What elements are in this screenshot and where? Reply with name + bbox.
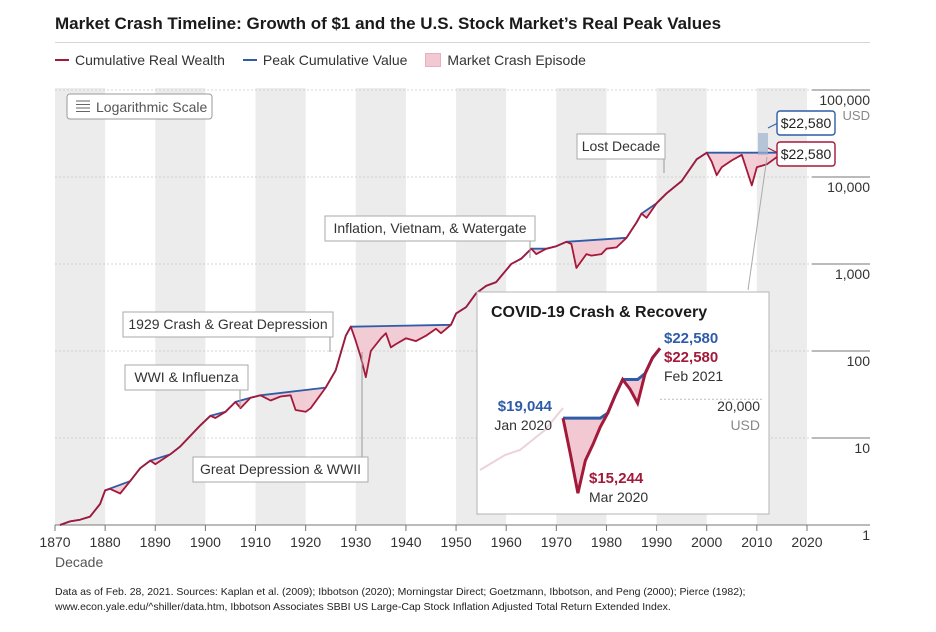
- legend-swatch-peak: [242, 59, 257, 61]
- x-tick-label: 1880: [90, 534, 121, 550]
- x-tick-label: 1990: [641, 534, 672, 550]
- crash-episode-label: 1929 Crash & Great Depression: [128, 316, 327, 332]
- chart-footer: Data as of Feb. 28, 2021. Sources: Kapla…: [55, 585, 915, 615]
- y-tick-label: 100: [847, 353, 871, 369]
- crash-episode-label: Inflation, Vietnam, & Watergate: [334, 220, 527, 236]
- inset-value-trough: $15,244: [589, 470, 644, 487]
- legend-item-crash: Market Crash Episode: [425, 52, 586, 68]
- crash-episode-label: Great Depression & WWII: [200, 461, 361, 477]
- legend-label-peak: Peak Cumulative Value: [262, 52, 408, 68]
- callout-box: [576, 133, 666, 160]
- inset-connector: [747, 156, 768, 291]
- x-tick-label: 1950: [440, 534, 471, 550]
- legend: Cumulative Real Wealth Peak Cumulative V…: [55, 50, 604, 70]
- legend-swatch-wealth: [55, 59, 69, 61]
- inset-y-unit: USD: [730, 417, 760, 433]
- y-tick-label: 10: [854, 440, 870, 456]
- x-tick-label: 1890: [140, 534, 171, 550]
- x-tick-label: 1900: [190, 534, 221, 550]
- y-tick-label: 100,000: [819, 92, 870, 108]
- inset-value-start: $19,044: [498, 398, 553, 415]
- log-scale-badge: [66, 93, 213, 120]
- x-tick-label: 2020: [791, 534, 822, 550]
- inset-date-end: Feb 2021: [664, 368, 723, 384]
- legend-swatch-crash: [425, 53, 442, 67]
- inset-title: COVID-19 Crash & Recovery: [491, 304, 707, 321]
- x-tick-label: 1910: [240, 534, 271, 550]
- inset-line-wealth: [561, 347, 662, 494]
- callout-box: [324, 215, 536, 242]
- legend-item-peak: Peak Cumulative Value: [242, 52, 408, 68]
- inset-panel: [476, 291, 770, 515]
- x-tick-label: 1930: [340, 534, 371, 550]
- decade-band: [355, 88, 406, 525]
- x-tick-label: 1960: [491, 534, 522, 550]
- legend-label-wealth: Cumulative Real Wealth: [75, 52, 225, 68]
- end-value-peak: $22,580: [781, 115, 832, 131]
- legend-item-wealth: Cumulative Real Wealth: [55, 52, 225, 68]
- x-tick-label: 2000: [691, 534, 722, 550]
- inset-crash-area: [563, 348, 660, 494]
- crash-episode-label: Lost Decade: [582, 138, 661, 154]
- x-tick-label: 1970: [541, 534, 572, 550]
- inset-y-tick: 20,000: [717, 398, 760, 414]
- x-tick-label: 1940: [390, 534, 421, 550]
- x-tick-label: 1870: [39, 534, 70, 550]
- decade-band: [255, 88, 306, 525]
- footer-url: www.econ.yale.edu/^shiller/data.htm, Ibb…: [55, 601, 671, 613]
- y-tick-label: 1,000: [835, 266, 870, 282]
- end-value-wealth: $22,580: [781, 146, 832, 162]
- chart-title: Market Crash Timeline: Growth of $1 and …: [55, 14, 722, 33]
- series-line-wealth: [59, 145, 813, 526]
- callout-box: [192, 456, 369, 483]
- decade-band: [155, 88, 206, 525]
- inset-date-trough: Mar 2020: [589, 489, 648, 505]
- log-scale-label: Logarithmic Scale: [96, 99, 207, 115]
- x-tick-label: 2010: [741, 534, 772, 550]
- title-divider: [55, 42, 870, 43]
- y-tick-label: 1: [862, 527, 870, 543]
- end-tag-wealth: [776, 141, 836, 167]
- callout-box: [122, 311, 334, 338]
- legend-label-crash: Market Crash Episode: [447, 52, 586, 68]
- covid-highlight: [758, 133, 768, 155]
- x-tick-label: 1980: [591, 534, 622, 550]
- y-unit-label: USD: [843, 108, 870, 123]
- x-axis-label: Decade: [55, 554, 103, 570]
- callout-box: [124, 364, 249, 391]
- inset-date-start: Jan 2020: [494, 417, 552, 433]
- end-tag-peak: [776, 110, 836, 136]
- footer-sources: Data as of Feb. 28, 2021. Sources: Kapla…: [55, 586, 746, 598]
- decade-band: [55, 88, 106, 525]
- crash-episode-label: WWI & Influenza: [134, 369, 238, 385]
- inset-value-peak: $22,580: [664, 330, 718, 347]
- inset-fade-line: [479, 407, 564, 471]
- x-tick-label: 1920: [290, 534, 321, 550]
- y-tick-label: 10,000: [827, 179, 870, 195]
- inset-value-wealth: $22,580: [664, 349, 718, 366]
